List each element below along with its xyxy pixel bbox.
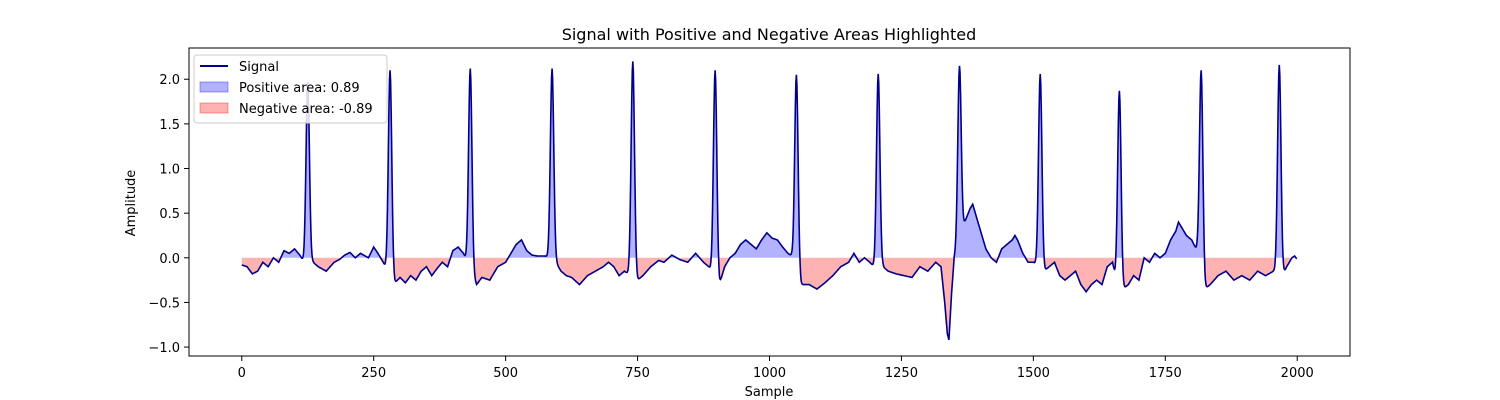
y-tick-label: 0.0 <box>159 252 180 267</box>
x-tick-label: 0 <box>238 366 246 381</box>
legend-entry-signal: Signal <box>239 60 279 75</box>
legend-box <box>193 54 388 124</box>
y-tick-label: 2.0 <box>159 73 180 88</box>
y-tick-label: 1.5 <box>159 118 180 133</box>
x-tick-label: 2000 <box>1281 366 1314 381</box>
y-tick-label: −1.0 <box>148 341 180 356</box>
x-tick-label: 750 <box>625 366 650 381</box>
x-axis-label: Sample <box>745 385 794 400</box>
x-tick-label: 250 <box>361 366 386 381</box>
y-tick-label: 0.5 <box>159 207 180 222</box>
legend-entry-negative: Negative area: -0.89 <box>239 102 373 117</box>
x-tick-label: 1500 <box>1017 366 1050 381</box>
y-axis-label: Amplitude <box>124 170 139 237</box>
y-tick-label: 1.0 <box>159 163 180 178</box>
x-tick-label: 1250 <box>885 366 918 381</box>
y-tick-label: −0.5 <box>148 296 180 311</box>
legend: Signal Positive area: 0.89 Negative area… <box>193 54 388 124</box>
chart-title: Signal with Positive and Negative Areas … <box>562 25 977 44</box>
legend-negative-swatch <box>199 102 229 114</box>
plot-area <box>241 61 1298 341</box>
x-tick-label: 500 <box>493 366 518 381</box>
legend-positive-swatch <box>199 81 229 93</box>
legend-entry-positive: Positive area: 0.89 <box>239 81 360 96</box>
y-axis: −1.0 −0.5 0.0 0.5 1.0 1.5 2.0 <box>148 73 189 356</box>
signal-line <box>241 61 1298 341</box>
x-tick-label: 1000 <box>753 366 786 381</box>
x-tick-label: 1750 <box>1149 366 1182 381</box>
x-axis: 0 250 500 750 1000 1250 1500 1750 2000 <box>238 356 1314 381</box>
